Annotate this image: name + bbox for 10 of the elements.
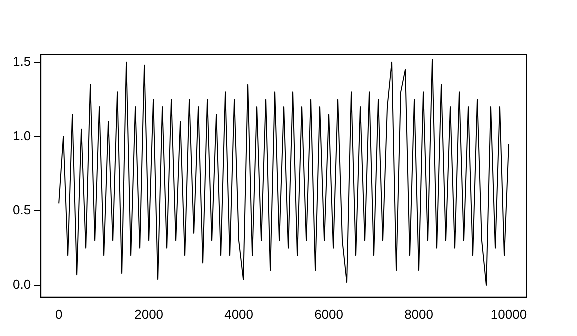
x-tick-label: 8000 (404, 306, 434, 322)
y-tick-label: 0.0 (12, 277, 32, 292)
x-tick-label: 4000 (224, 306, 254, 322)
x-tick-label: 2000 (134, 306, 164, 322)
x-tick-label: 0 (55, 306, 63, 322)
x-tick-label: 6000 (314, 306, 344, 322)
y-tick-label: 1.5 (12, 54, 32, 70)
y-tick-label: 1.0 (12, 128, 32, 144)
x-tick-label: 10000 (490, 306, 528, 322)
y-tick-label: 0.5 (12, 202, 32, 218)
